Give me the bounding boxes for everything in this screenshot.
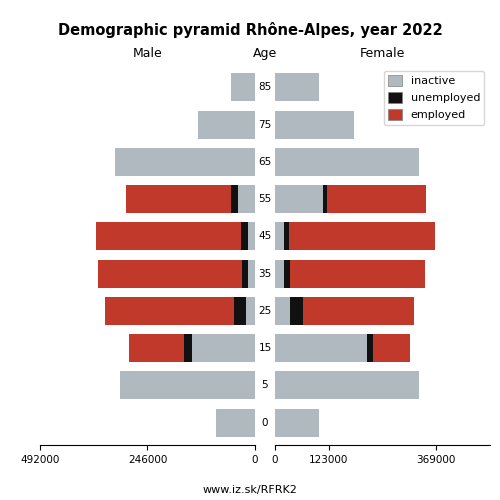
Bar	[374, 334, 410, 362]
Bar	[275, 408, 318, 436]
Bar	[289, 222, 436, 250]
Bar	[231, 185, 237, 213]
Text: 45: 45	[258, 232, 272, 241]
Text: Age: Age	[253, 47, 277, 60]
Bar	[129, 334, 184, 362]
Bar	[290, 260, 426, 287]
Text: 65: 65	[258, 157, 272, 167]
Text: Male: Male	[132, 47, 162, 60]
Bar	[105, 297, 234, 325]
Bar	[275, 297, 290, 325]
Bar	[240, 222, 248, 250]
Bar	[328, 185, 426, 213]
Bar	[238, 185, 255, 213]
Bar	[284, 260, 290, 287]
Bar	[275, 148, 419, 176]
Text: Demographic pyramid Rhône-Alpes, year 2022: Demographic pyramid Rhône-Alpes, year 20…	[58, 22, 442, 38]
Text: 75: 75	[258, 120, 272, 130]
Bar	[275, 74, 318, 102]
Bar	[96, 222, 240, 250]
Text: 25: 25	[258, 306, 272, 316]
Text: 35: 35	[258, 268, 272, 278]
Bar	[246, 297, 255, 325]
Bar	[231, 74, 255, 102]
Text: Female: Female	[360, 47, 405, 60]
Bar	[323, 185, 328, 213]
Text: 5: 5	[262, 380, 268, 390]
Bar	[302, 297, 414, 325]
Text: 15: 15	[258, 343, 272, 353]
Bar	[234, 297, 246, 325]
Bar	[98, 260, 242, 287]
Bar	[198, 110, 255, 138]
Bar	[120, 372, 255, 400]
Bar	[275, 260, 283, 287]
Bar	[242, 260, 248, 287]
Bar	[275, 185, 323, 213]
Text: 0: 0	[262, 418, 268, 428]
Legend: inactive, unemployed, employed: inactive, unemployed, employed	[384, 70, 484, 125]
Text: www.iz.sk/RFRK2: www.iz.sk/RFRK2	[202, 485, 298, 495]
Bar	[248, 260, 255, 287]
Bar	[216, 408, 255, 436]
Bar	[192, 334, 255, 362]
Bar	[275, 372, 419, 400]
Text: 85: 85	[258, 82, 272, 92]
Bar	[126, 185, 231, 213]
Bar	[275, 110, 353, 138]
Bar	[184, 334, 192, 362]
Text: 55: 55	[258, 194, 272, 204]
Bar	[275, 334, 367, 362]
Bar	[115, 148, 255, 176]
Bar	[367, 334, 374, 362]
Bar	[284, 222, 289, 250]
Bar	[290, 297, 302, 325]
Bar	[248, 222, 255, 250]
Bar	[275, 222, 283, 250]
